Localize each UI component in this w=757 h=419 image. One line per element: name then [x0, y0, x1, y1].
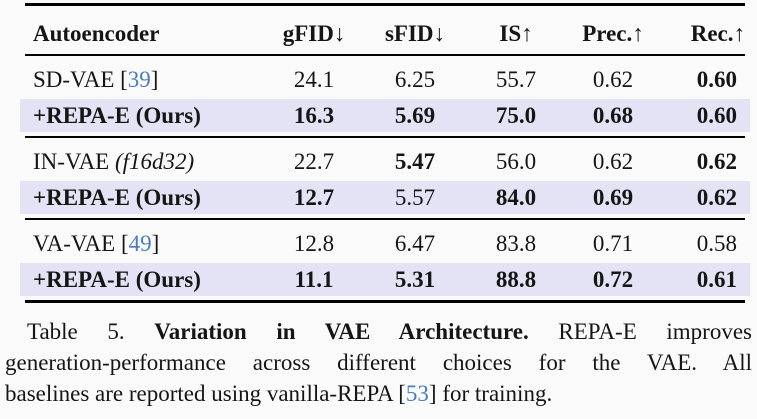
table-row: +REPA-E (Ours) 11.1 5.31 88.8 0.72 0.61 — [20, 263, 750, 296]
table-cell: 16.3 — [293, 103, 335, 128]
caption-line: generation-performance across different … — [5, 347, 752, 378]
column-header-autoencoder: Autoencoder — [33, 20, 160, 46]
table-row: +REPA-E (Ours) 16.3 5.69 75.0 0.68 0.60 — [20, 99, 750, 132]
row-label-cell: SD-VAE [39] — [25, 68, 265, 91]
caption-line: Table 5. Variation in VAE Architecture. … — [5, 316, 752, 347]
column-header-gfid: gFID↓ — [282, 20, 346, 46]
table-cell: 0.62 — [696, 148, 737, 174]
table-cell: 5.69 — [394, 103, 436, 128]
table-section: VA-VAE [49] 12.8 6.47 83.8 0.71 0.58 +REPA-E (… — [20, 220, 750, 300]
table-row: SD-VAE [39] 24.1 6.25 55.7 0.62 0.60 — [25, 61, 745, 97]
table-cell: 0.62 — [696, 185, 737, 210]
table-row: VA-VAE [49] 12.8 6.47 83.8 0.71 0.58 — [25, 225, 745, 261]
table-cell: 83.8 — [495, 230, 537, 256]
table-cell: 56.0 — [495, 148, 537, 174]
table-rule-bottom — [25, 300, 745, 303]
table-cell: 24.1 — [293, 66, 335, 92]
table-cell: 11.1 — [294, 267, 334, 292]
caption-line: baselines are reported using vanilla-REP… — [5, 378, 752, 409]
caption-text: Table 5. — [27, 319, 155, 344]
column-header-prec: Prec.↑ — [582, 20, 644, 46]
section-divider-rule — [25, 218, 745, 220]
table-cell: 12.7 — [293, 185, 335, 210]
row-label-text: ] — [151, 230, 160, 256]
table-cell: 75.0 — [495, 103, 537, 128]
row-label-cell: VA-VAE [49] — [25, 232, 265, 255]
table-cell: 12.8 — [293, 230, 335, 256]
table-cell: 0.71 — [592, 230, 634, 256]
section-divider-rule — [25, 136, 745, 138]
table-cell: 84.0 — [495, 185, 537, 210]
citation-link[interactable]: 39 — [127, 66, 151, 92]
row-label-cell: +REPA-E (Ours) — [25, 268, 265, 291]
table-cell: 0.60 — [696, 103, 737, 128]
table-cell: 0.58 — [696, 230, 737, 256]
table-cell: 0.62 — [592, 148, 634, 174]
row-label-text: VA-VAE [ — [33, 230, 129, 256]
table-rule-below-header — [25, 54, 745, 56]
column-header-sfid: sFID↓ — [384, 20, 446, 46]
table-cell: 0.61 — [696, 267, 737, 292]
row-label-text: +REPA-E (Ours) — [33, 267, 201, 292]
row-label-cell: IN-VAE (f16d32) — [25, 150, 265, 173]
row-label-text: IN-VAE — [33, 148, 115, 174]
row-label-cell: +REPA-E (Ours) — [25, 104, 265, 127]
table-caption: Table 5. Variation in VAE Architecture. … — [5, 316, 752, 409]
table-cell: 5.47 — [394, 148, 436, 174]
table-cell: 88.8 — [495, 267, 537, 292]
table-cell: 5.57 — [394, 185, 436, 210]
table-cell: 0.62 — [592, 66, 634, 92]
table-header-row: Autoencoder gFID↓ sFID↓ IS↑ Prec.↑ Rec.↑ — [25, 6, 745, 54]
row-label-cell: +REPA-E (Ours) — [25, 186, 265, 209]
table-cell: 0.69 — [592, 185, 634, 210]
caption-text: generation-performance across different … — [5, 350, 752, 375]
table-cell: 55.7 — [495, 66, 537, 92]
table-cell: 6.25 — [394, 66, 436, 92]
caption-text: baselines are reported using vanilla-REP… — [5, 381, 406, 406]
column-header-rec: Rec.↑ — [690, 20, 745, 46]
table-cell: 22.7 — [293, 148, 335, 174]
caption-text: REPA-E improves — [558, 319, 752, 344]
paper-table-figure: Autoencoder gFID↓ sFID↓ IS↑ Prec.↑ Rec.↑… — [0, 3, 757, 419]
caption-text: ] for training. — [428, 381, 553, 406]
caption-text: Variation in VAE Architecture. — [154, 319, 559, 344]
row-label-text: +REPA-E (Ours) — [33, 185, 201, 210]
table-body: SD-VAE [39] 24.1 6.25 55.7 0.62 0.60 +REPA-E (… — [20, 56, 750, 300]
table-row: +REPA-E (Ours) 12.7 5.57 84.0 0.69 0.62 — [20, 181, 750, 214]
row-label-text: +REPA-E (Ours) — [33, 103, 201, 128]
table-cell: 0.68 — [592, 103, 634, 128]
table-cell: 6.47 — [394, 230, 436, 256]
citation-link[interactable]: 49 — [128, 230, 152, 256]
table-section: SD-VAE [39] 24.1 6.25 55.7 0.62 0.60 +REPA-E (… — [20, 56, 750, 136]
citation-link[interactable]: 53 — [405, 381, 429, 406]
row-label-text: (f16d32) — [114, 148, 195, 174]
results-table: Autoencoder gFID↓ sFID↓ IS↑ Prec.↑ Rec.↑… — [20, 3, 750, 303]
column-header-is: IS↑ — [499, 20, 533, 46]
table-rule-top — [25, 3, 745, 6]
table-row: IN-VAE (f16d32) 22.7 5.47 56.0 0.62 0.62 — [25, 143, 745, 179]
table-section: IN-VAE (f16d32) 22.7 5.47 56.0 0.62 0.62 +REPA… — [20, 138, 750, 218]
row-label-text: ] — [150, 66, 159, 92]
table-cell: 5.31 — [394, 267, 436, 292]
table-cell: 0.60 — [696, 66, 737, 92]
table-cell: 0.72 — [592, 267, 634, 292]
row-label-text: SD-VAE [ — [33, 66, 128, 92]
